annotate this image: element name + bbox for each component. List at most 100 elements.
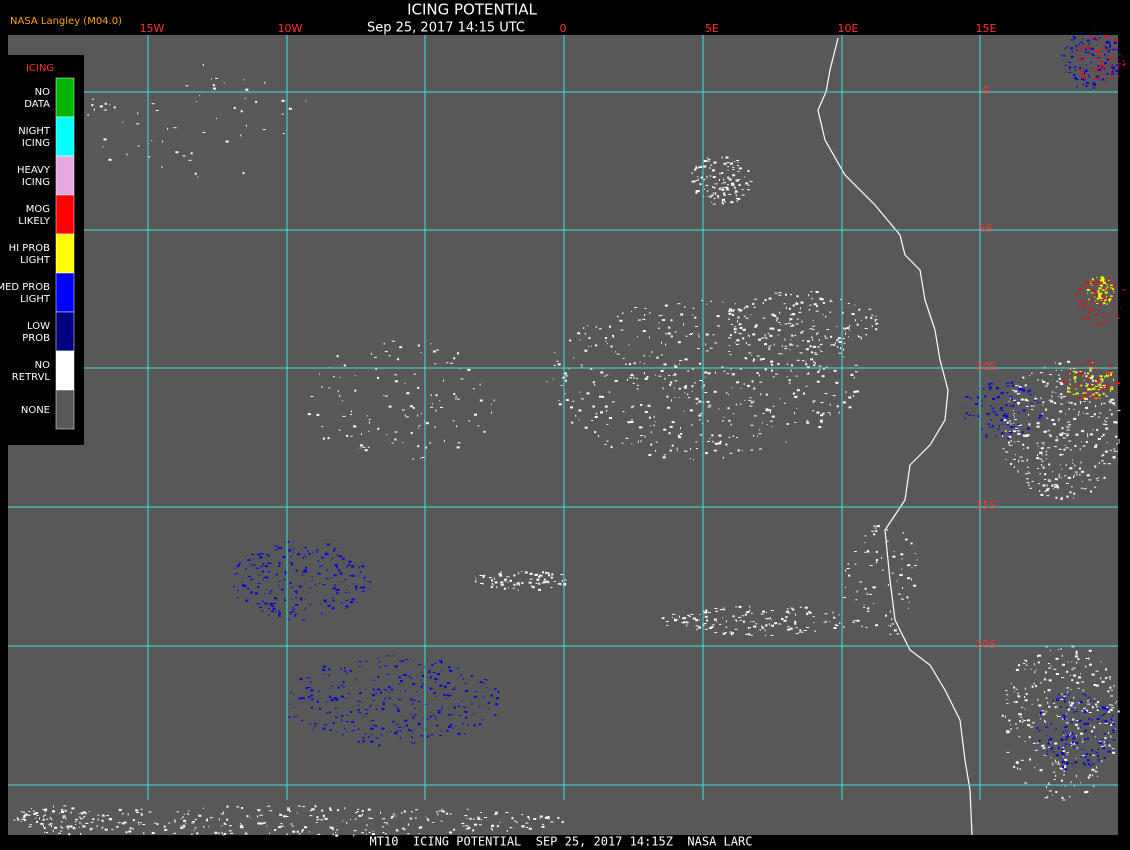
cloud-pixel (371, 352, 373, 355)
cloud-pixel (1021, 431, 1024, 434)
cloud-pixel (462, 706, 466, 708)
cloud-pixel (1003, 419, 1007, 421)
cloud-pixel (321, 612, 322, 615)
cloud-pixel (1108, 277, 1111, 280)
cloud-pixel (257, 809, 261, 812)
cloud-pixel (1072, 370, 1075, 372)
cloud-pixel (791, 364, 793, 367)
map-area (8, 35, 1118, 835)
cloud-pixel (80, 818, 83, 820)
cloud-pixel (1104, 53, 1106, 55)
cloud-pixel (447, 682, 451, 684)
cloud-pixel (1098, 78, 1100, 80)
cloud-pixel (1107, 54, 1110, 56)
cloud-pixel (723, 370, 726, 372)
cloud-pixel (691, 181, 692, 183)
cloud-pixel (786, 423, 789, 425)
cloud-pixel (834, 342, 836, 345)
cloud-pixel (1069, 491, 1072, 494)
cloud-pixel (1063, 448, 1066, 451)
cloud-pixel (1085, 694, 1087, 697)
cloud-pixel (1069, 708, 1073, 710)
cloud-pixel (16, 817, 18, 820)
cloud-pixel (359, 701, 362, 703)
cloud-pixel (104, 828, 108, 831)
cloud-pixel (358, 712, 362, 714)
cloud-pixel (1113, 421, 1117, 424)
cloud-pixel (284, 600, 287, 602)
cloud-pixel (331, 607, 335, 610)
cloud-pixel (719, 179, 720, 181)
cloud-pixel (479, 399, 483, 402)
cloud-pixel (357, 808, 359, 810)
cloud-pixel (43, 815, 45, 818)
cloud-pixel (20, 810, 22, 812)
cloud-pixel (737, 198, 741, 200)
cloud-pixel (292, 548, 294, 550)
cloud-pixel (876, 559, 879, 562)
cloud-pixel (128, 830, 132, 833)
cloud-pixel (1107, 281, 1110, 283)
cloud-pixel (665, 343, 667, 346)
cloud-pixel (1110, 747, 1113, 749)
cloud-pixel (870, 316, 873, 319)
cloud-pixel (651, 351, 653, 354)
cloud-pixel (699, 380, 702, 381)
cloud-pixel (399, 660, 401, 662)
cloud-pixel (902, 531, 904, 534)
cloud-pixel (786, 363, 789, 365)
cloud-pixel (1046, 417, 1049, 419)
cloud-pixel (814, 325, 816, 327)
cloud-pixel (783, 619, 787, 622)
cloud-pixel (1020, 716, 1023, 718)
cloud-pixel (196, 832, 199, 835)
cloud-pixel (39, 817, 40, 820)
cloud-pixel (267, 805, 271, 807)
cloud-pixel (789, 627, 793, 630)
cloud-pixel (377, 657, 379, 660)
cloud-pixel (778, 353, 781, 355)
cloud-pixel (1099, 57, 1103, 59)
cloud-pixel (103, 138, 107, 141)
cloud-pixel (428, 820, 430, 822)
cloud-pixel (1088, 712, 1092, 713)
footer: MT10 ICING POTENTIAL SEP 25, 2017 14:15Z… (370, 835, 753, 849)
cloud-pixel (1022, 434, 1026, 437)
cloud-pixel (323, 674, 325, 676)
cloud-pixel (824, 337, 828, 339)
cloud-pixel (522, 825, 525, 828)
cloud-pixel (757, 435, 759, 437)
cloud-pixel (1103, 44, 1105, 46)
cloud-pixel (747, 170, 750, 172)
cloud-pixel (202, 64, 204, 66)
cloud-pixel (565, 399, 569, 401)
cloud-pixel (344, 579, 347, 581)
cloud-pixel (324, 552, 327, 555)
cloud-pixel (592, 405, 595, 408)
cloud-pixel (347, 564, 350, 566)
coastline (817, 37, 973, 836)
cloud-pixel (706, 176, 708, 179)
cloud-pixel (1067, 708, 1071, 711)
cloud-pixel (358, 704, 360, 706)
cloud-pixel (724, 632, 727, 633)
cloud-pixel (1067, 476, 1071, 479)
cloud-pixel (1101, 68, 1103, 70)
cloud-pixel (1043, 444, 1045, 446)
cloud-pixel (741, 189, 744, 191)
cloud-pixel (1025, 660, 1027, 663)
cloud-pixel (82, 816, 85, 818)
cloud-pixel (278, 610, 281, 612)
cloud-pixel (430, 406, 434, 408)
cloud-pixel (735, 190, 737, 193)
cloud-pixel (558, 403, 562, 406)
cloud-pixel (44, 810, 47, 812)
cloud-pixel (1091, 730, 1094, 733)
cloud-pixel (412, 677, 413, 679)
cloud-pixel (547, 815, 550, 818)
cloud-pixel (197, 176, 199, 178)
cloud-pixel (911, 567, 913, 569)
cloud-pixel (1075, 387, 1077, 390)
cloud-pixel (1102, 719, 1103, 722)
cloud-pixel (699, 183, 702, 186)
